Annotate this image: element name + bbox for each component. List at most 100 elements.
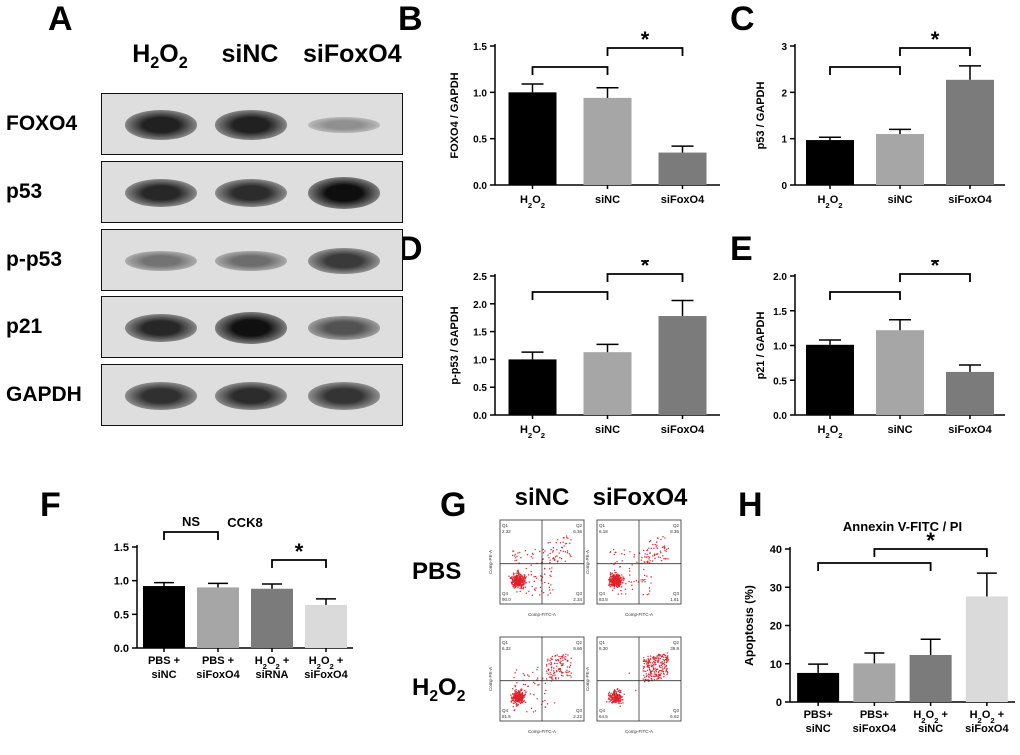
y-tick-label: 1.0 bbox=[473, 88, 487, 99]
flow-event bbox=[557, 669, 560, 671]
x-tick-label: H2O2 bbox=[520, 194, 545, 210]
blot-band bbox=[308, 116, 380, 134]
flow-event bbox=[552, 550, 555, 552]
quadrant-value: 39.8 bbox=[670, 646, 679, 651]
flow-event bbox=[652, 543, 654, 546]
flow-event bbox=[517, 572, 520, 574]
flow-event bbox=[618, 695, 620, 697]
flow-event bbox=[647, 664, 649, 667]
flow-event bbox=[665, 550, 667, 553]
flow-event bbox=[635, 580, 638, 582]
flow-event bbox=[531, 552, 534, 555]
flow-event bbox=[514, 684, 516, 687]
flow-event bbox=[508, 575, 510, 577]
flow-event bbox=[516, 584, 518, 587]
flow-event bbox=[618, 585, 620, 587]
flow-event bbox=[666, 656, 668, 658]
x-tick-label: siNC bbox=[806, 723, 831, 735]
flow-event bbox=[609, 572, 612, 574]
flow-event bbox=[664, 654, 666, 656]
flow-event bbox=[642, 549, 645, 552]
flow-event bbox=[550, 676, 552, 678]
flow-event bbox=[513, 709, 515, 712]
flow-event bbox=[514, 701, 517, 704]
x-tick-label: siFoxO4 bbox=[196, 669, 240, 681]
flow-x-label: Comp-FITC-A bbox=[528, 729, 556, 734]
flow-event bbox=[648, 558, 650, 560]
flow-event bbox=[616, 701, 618, 703]
flow-event bbox=[609, 577, 611, 579]
flow-event bbox=[559, 670, 561, 673]
x-tick-label: H2O2 bbox=[817, 194, 842, 210]
quadrant-label: Q2 bbox=[673, 523, 680, 528]
flow-event bbox=[523, 575, 526, 578]
flow-row-label: H2O2 bbox=[412, 674, 466, 705]
flow-event bbox=[557, 539, 559, 541]
flow-event bbox=[617, 574, 620, 577]
y-tick-label: 20 bbox=[770, 621, 782, 633]
flow-x-label: Comp-FITC-A bbox=[528, 612, 556, 617]
blot-band bbox=[308, 177, 380, 209]
flow-event bbox=[664, 549, 666, 552]
flow-event bbox=[660, 552, 662, 554]
flow-event bbox=[611, 572, 613, 575]
flow-event bbox=[649, 560, 651, 562]
flow-event bbox=[512, 585, 515, 588]
x-tick-label: H2O2 bbox=[817, 424, 842, 440]
flow-event bbox=[516, 694, 518, 697]
flow-event bbox=[547, 542, 549, 544]
quadrant-label: Q3 bbox=[673, 591, 680, 596]
flow-event bbox=[511, 697, 513, 699]
flow-event bbox=[651, 670, 654, 672]
flow-event bbox=[654, 674, 656, 676]
flow-event bbox=[609, 551, 612, 553]
flow-event bbox=[646, 661, 649, 663]
flow-event bbox=[655, 671, 657, 673]
flow-event bbox=[665, 548, 668, 551]
y-tick-label: 1.0 bbox=[773, 342, 787, 353]
flow-event bbox=[666, 652, 669, 654]
flow-event bbox=[611, 693, 614, 696]
flow-event bbox=[661, 663, 664, 665]
bar bbox=[946, 79, 994, 185]
flow-event bbox=[665, 664, 668, 667]
flow-event bbox=[561, 657, 563, 659]
flow-event bbox=[654, 557, 656, 560]
flow-event bbox=[657, 677, 660, 679]
bar bbox=[251, 588, 293, 648]
flow-event bbox=[623, 549, 626, 551]
flow-event bbox=[549, 659, 551, 662]
x-tick-label: siFoxO4 bbox=[853, 723, 897, 735]
chart-title: CCK8 bbox=[227, 515, 262, 530]
flow-event bbox=[660, 662, 662, 664]
panel-letter-f: F bbox=[40, 486, 61, 524]
flow-event bbox=[556, 654, 558, 656]
flow-event bbox=[631, 564, 633, 566]
flow-event bbox=[516, 692, 518, 694]
flow-event bbox=[520, 587, 523, 589]
blot-row-label: p53 bbox=[6, 180, 43, 203]
flow-event bbox=[615, 578, 617, 580]
quadrant-label: Q1 bbox=[599, 523, 606, 528]
flow-event bbox=[520, 581, 523, 584]
flow-event bbox=[611, 695, 613, 697]
flow-event bbox=[642, 678, 644, 680]
flow-event bbox=[517, 570, 519, 573]
panel-letter-h: H bbox=[738, 486, 763, 524]
flow-event bbox=[611, 579, 613, 582]
flow-event bbox=[559, 662, 562, 664]
flow-event bbox=[650, 576, 652, 578]
flow-event bbox=[570, 555, 572, 558]
flow-event bbox=[550, 584, 552, 586]
flow-event bbox=[513, 582, 516, 585]
flow-event bbox=[539, 594, 541, 596]
flow-event bbox=[569, 554, 571, 556]
flow-events bbox=[606, 652, 669, 707]
flow-event bbox=[659, 657, 662, 660]
flow-event bbox=[620, 702, 622, 705]
quadrant-value: 6.18 bbox=[599, 529, 608, 534]
quadrant-label: Q3 bbox=[673, 708, 680, 713]
panel-letter-g: G bbox=[440, 486, 467, 524]
flow-event bbox=[610, 580, 612, 583]
